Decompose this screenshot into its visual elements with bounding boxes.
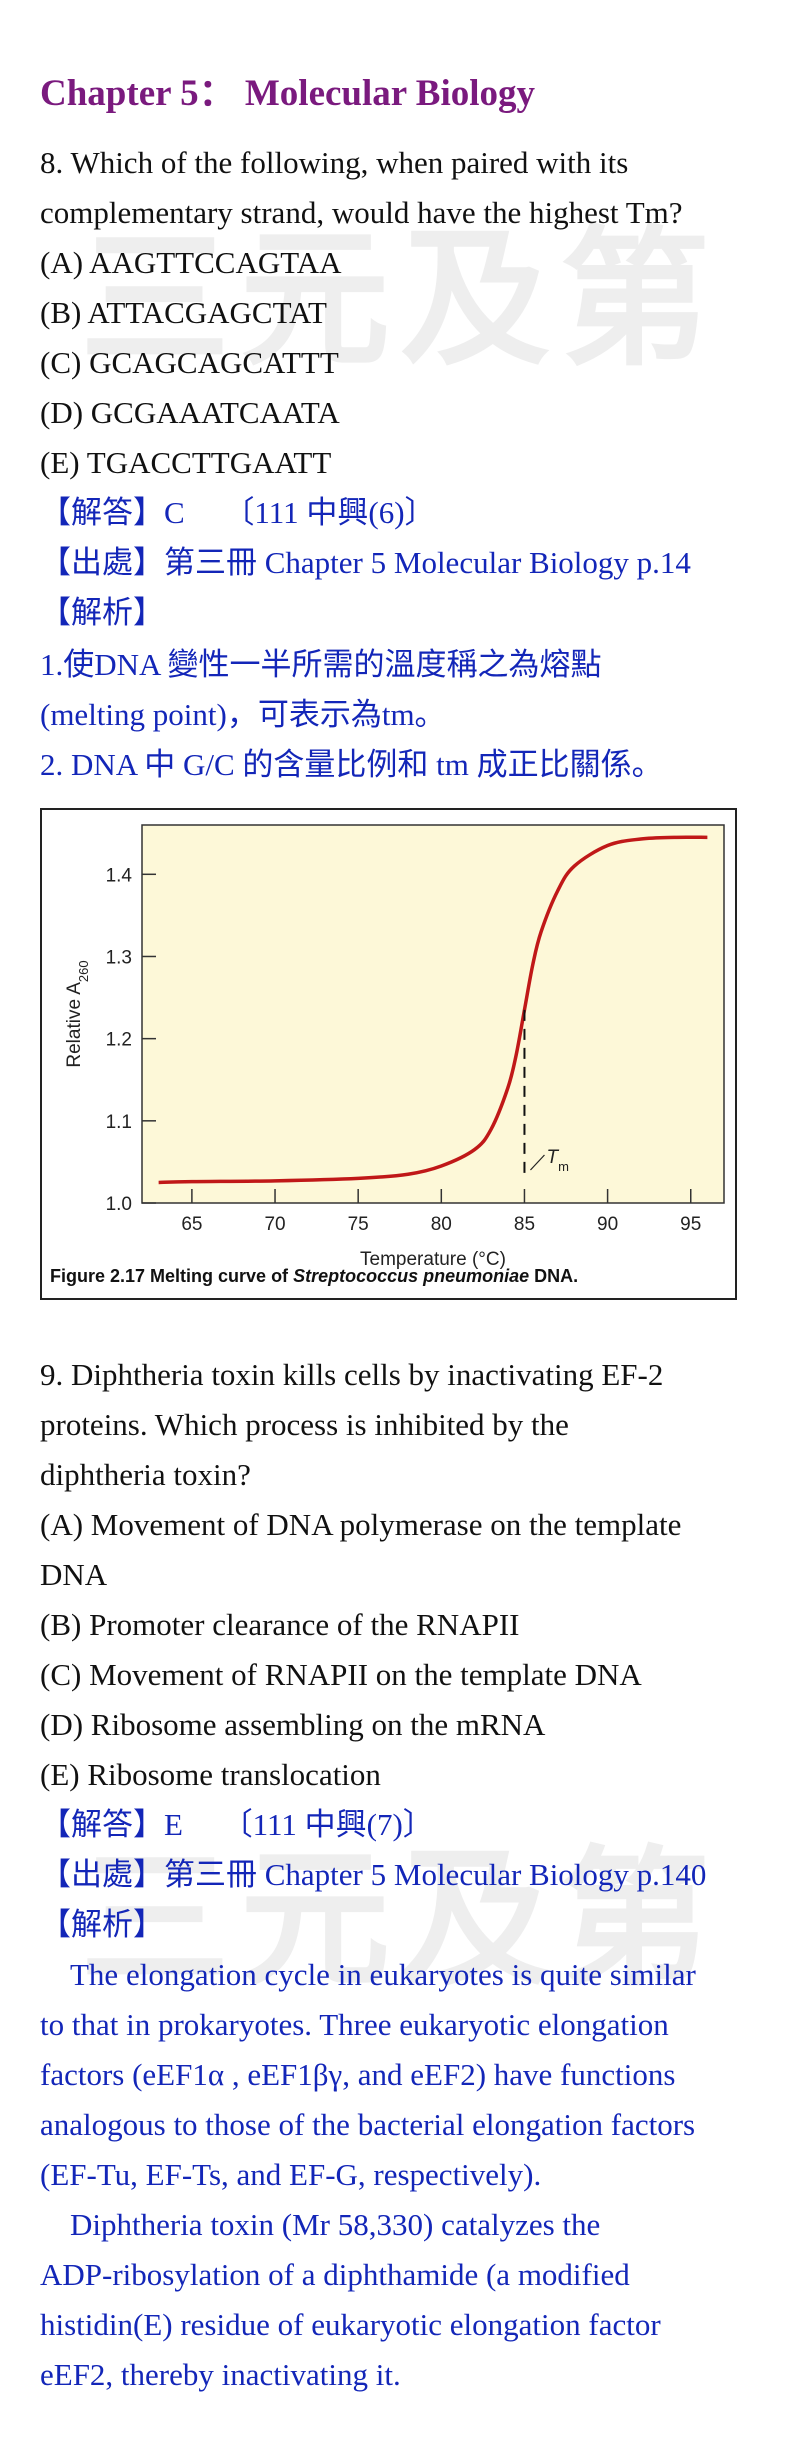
x-tick-label: 75	[348, 1214, 369, 1235]
q9-analysis-p1-line: to that in prokaryotes. Three eukaryotic…	[40, 2007, 669, 2042]
q9-option-c: (C) Movement of RNAPII on the template D…	[40, 1657, 642, 1692]
y-tick-label: 1.0	[106, 1194, 132, 1215]
y-tick-label: 1.4	[106, 865, 133, 886]
q9-analysis-p1-line: The elongation cycle in eukaryotes is qu…	[70, 1957, 696, 1992]
q8-stem-line: complementary strand, would have the hig…	[40, 195, 683, 230]
q9-stem-line: diphtheria toxin?	[40, 1457, 251, 1492]
q9-source: 【出處】第三冊 Chapter 5 Molecular Biology p.14…	[40, 1857, 707, 1892]
q8-analysis-line: 2. DNA 中 G/C 的含量比例和 tm 成正比關係。	[40, 747, 663, 782]
q8-option-e: (E) TGACCTTGAATT	[40, 445, 332, 480]
q8-analysis-line: 1.使DNA 變性一半所需的溫度稱之為熔點	[40, 647, 602, 682]
q9-option-a-cont: DNA	[40, 1557, 108, 1592]
q9-analysis-p2-line: ADP-ribosylation of a diphthamide (a mod…	[40, 2257, 630, 2292]
q9-analysis-p2-line: Diphtheria toxin (Mr 58,330) catalyzes t…	[70, 2207, 601, 2242]
q8-answer: 【解答】C 〔111 中興(6)〕	[40, 495, 436, 530]
chapter-title: Chapter 5： Molecular Biology	[40, 73, 536, 114]
q9-option-a: (A) Movement of DNA polymerase on the te…	[40, 1507, 682, 1542]
q9-analysis-p1-line: (EF-Tu, EF-Ts, and EF-G, respectively).	[40, 2157, 542, 2192]
q9-stem-line: 9. Diphtheria toxin kills cells by inact…	[40, 1357, 664, 1392]
x-tick-label: 85	[514, 1214, 535, 1235]
x-axis-label: Temperature (°C)	[360, 1249, 506, 1270]
tm-label: Tm	[546, 1147, 568, 1174]
x-tick-label: 95	[680, 1214, 701, 1235]
q9-analysis-label: 【解析】	[40, 1907, 164, 1942]
q9-analysis-p2-line: eEF2, thereby inactivating it.	[40, 2357, 401, 2392]
figure-caption: Figure 2.17 Melting curve of Streptococc…	[50, 1266, 578, 1286]
q8-source: 【出處】第三冊 Chapter 5 Molecular Biology p.14	[40, 545, 691, 580]
q9-option-d: (D) Ribosome assembling on the mRNA	[40, 1707, 546, 1742]
y-tick-label: 1.1	[106, 1112, 132, 1133]
x-tick-label: 65	[181, 1214, 202, 1235]
q9-option-b: (B) Promoter clearance of the RNAPII	[40, 1607, 520, 1642]
q9-option-e: (E) Ribosome translocation	[40, 1757, 381, 1792]
q8-analysis-label: 【解析】	[40, 595, 164, 630]
plot-area	[141, 824, 725, 1204]
y-axis-label: Relative A260	[64, 960, 91, 1067]
q8-stem-line: 8. Which of the following, when paired w…	[40, 145, 629, 180]
x-tick-label: 80	[431, 1214, 452, 1235]
q9-analysis-p1-line: analogous to those of the bacterial elon…	[40, 2107, 696, 2142]
q8-option-d: (D) GCGAAATCAATA	[40, 395, 340, 430]
q9-answer: 【解答】E 〔111 中興(7)〕	[40, 1807, 434, 1842]
q8-option-c: (C) GCAGCAGCATTT	[40, 345, 339, 380]
x-tick-label: 70	[264, 1214, 285, 1235]
y-tick-label: 1.3	[106, 947, 132, 968]
melting-curve-chart: 1.0 1.1 1.2 1.3 1.4 65 70 75 80 85 90 95 Temperature…	[50, 824, 725, 1286]
q8-option-a: (A) AAGTTCCAGTAA	[40, 245, 342, 280]
q9-analysis-p2-line: histidin(E) residue of eukaryotic elonga…	[40, 2307, 661, 2342]
melting-curve-line	[158, 835, 708, 1185]
q8-analysis-line: (melting point)，可表示為tm。	[40, 697, 446, 732]
melting-curve-figure: 1.0 1.1 1.2 1.3 1.4 65 70 75 80 85 90 95 Temperature…	[40, 808, 737, 1300]
tm-pointer	[530, 1154, 545, 1171]
q9-stem-line: proteins. Which process is inhibited by …	[40, 1407, 569, 1442]
q8-option-b: (B) ATTACGAGCTAT	[40, 295, 327, 330]
y-tick-label: 1.2	[106, 1030, 132, 1051]
q9-analysis-p1-line: factors (eEF1α , eEF1βγ, and eEF2) have …	[40, 2057, 676, 2092]
x-tick-label: 90	[597, 1214, 618, 1235]
